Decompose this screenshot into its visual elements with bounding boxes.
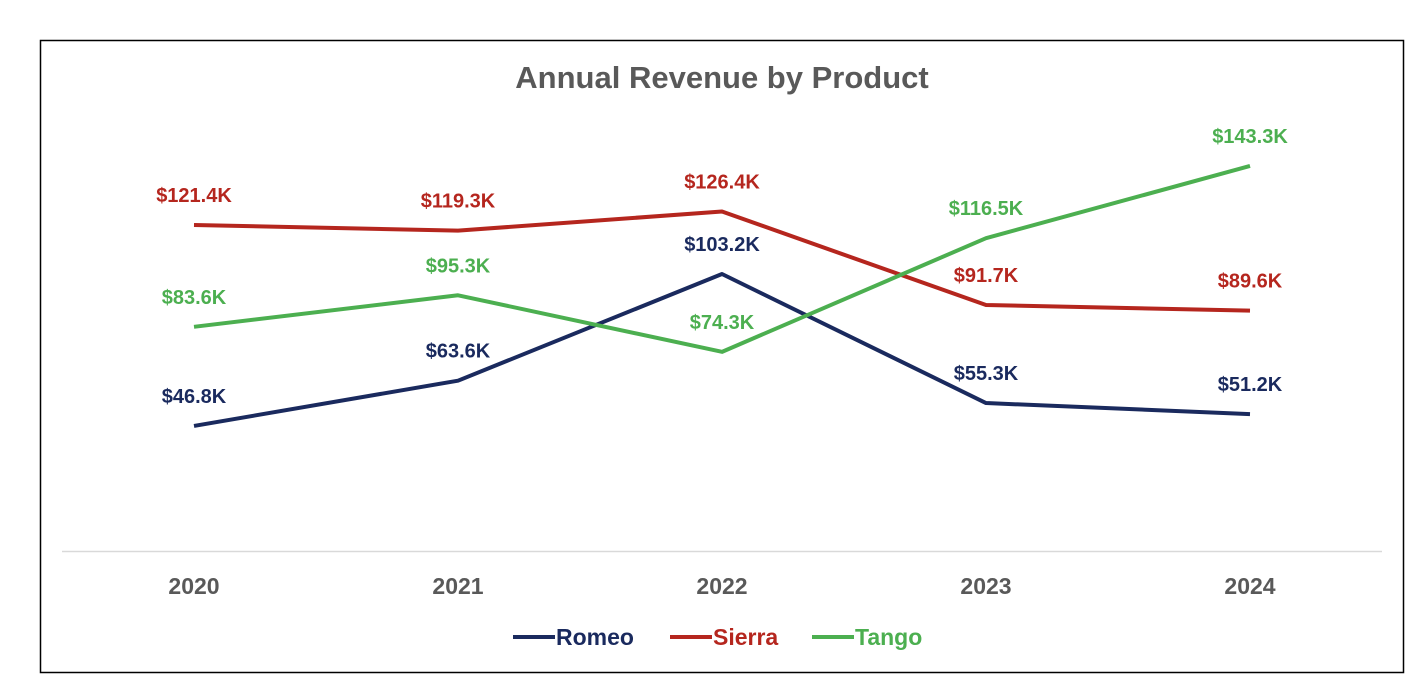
legend-label: Sierra [713, 624, 778, 650]
x-tick-label: 2022 [696, 573, 747, 599]
chart-frame [39, 39, 1405, 674]
data-label: $63.6K [426, 341, 491, 363]
data-label: $91.7K [954, 265, 1019, 287]
data-label: $121.4K [156, 185, 232, 207]
chart-title: Annual Revenue by Product [515, 60, 928, 95]
data-label: $74.3K [690, 312, 755, 334]
data-label: $103.2K [684, 234, 760, 256]
data-label: $89.6K [1218, 271, 1283, 293]
legend-item-sierra[interactable]: Sierra [670, 624, 778, 650]
x-tick-label: 2021 [432, 573, 483, 599]
data-label: $143.3K [1212, 126, 1288, 148]
legend-item-tango[interactable]: Tango [812, 624, 922, 650]
data-label: $46.8K [162, 386, 227, 408]
data-label: $119.3K [421, 191, 496, 213]
data-label: $95.3K [426, 255, 491, 277]
data-label: $55.3K [954, 363, 1019, 385]
legend-item-romeo[interactable]: Romeo [513, 624, 634, 650]
data-label: $116.5K [949, 198, 1024, 220]
data-label: $83.6K [162, 287, 227, 309]
data-label: $126.4K [684, 172, 760, 194]
legend-label: Romeo [556, 624, 634, 650]
x-tick-label: 2020 [168, 573, 219, 599]
x-tick-label: 2024 [1224, 573, 1275, 599]
x-tick-label: 2023 [960, 573, 1011, 599]
data-label: $51.2K [1218, 374, 1283, 396]
legend-label: Tango [855, 624, 922, 650]
